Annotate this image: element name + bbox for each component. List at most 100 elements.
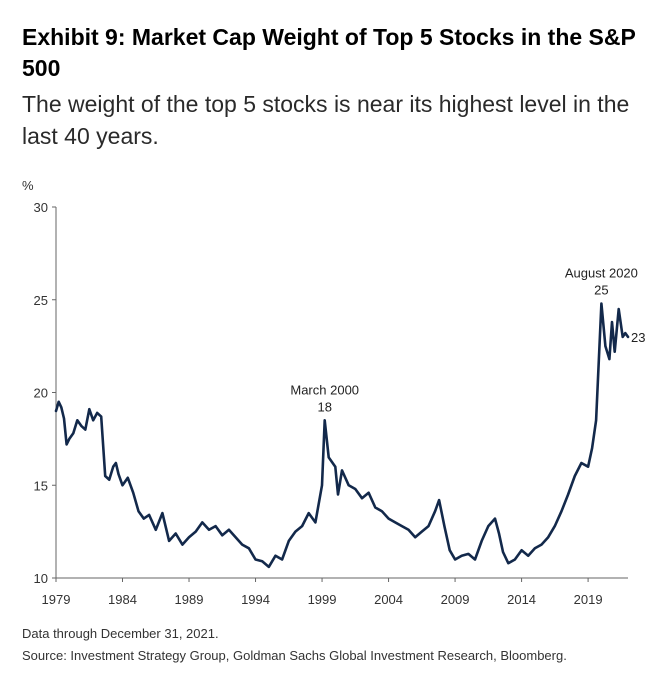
- data-point: [608, 358, 611, 361]
- data-point: [595, 419, 597, 422]
- data-point: [387, 517, 390, 520]
- data-point: [88, 408, 91, 411]
- data-point: [341, 469, 343, 472]
- data-point: [514, 558, 516, 561]
- data-point: [407, 528, 410, 531]
- data-point: [498, 532, 500, 535]
- data-point: [420, 530, 423, 533]
- data-point: [347, 484, 350, 487]
- annotation-label: August 2020: [565, 265, 638, 280]
- x-axis-ticks: 1979 1984 1989 1994 1999 2004 2009 2014 2019: [42, 578, 603, 607]
- x-tick-label: 1984: [108, 592, 137, 607]
- series-line: [54, 302, 630, 569]
- data-point: [72, 432, 75, 435]
- data-point: [474, 558, 476, 561]
- data-point: [438, 499, 441, 501]
- x-tick-label: 1979: [42, 592, 71, 607]
- data-point: [104, 475, 107, 477]
- chart-annotations: March 2000 18 August 2020 25 23: [290, 265, 645, 414]
- data-point: [580, 462, 583, 464]
- data-point: [613, 350, 616, 353]
- data-point: [591, 447, 593, 450]
- data-point: [281, 558, 284, 561]
- chart-title: Exhibit 9: Market Cap Weight of Top 5 St…: [22, 24, 636, 81]
- data-point: [108, 478, 111, 481]
- data-point: [121, 484, 124, 487]
- annotation-label: March 2000: [290, 382, 359, 397]
- data-point: [400, 525, 403, 527]
- y-axis-ticks: 10 15 20 25 30: [34, 200, 56, 586]
- y-tick-label: 25: [34, 293, 48, 308]
- data-point: [487, 525, 490, 527]
- data-point: [604, 345, 607, 348]
- data-point: [137, 510, 140, 513]
- data-point: [327, 456, 330, 459]
- data-point: [314, 521, 317, 524]
- annotation-value: 23: [631, 330, 645, 345]
- data-point: [188, 536, 190, 539]
- data-point: [76, 419, 79, 422]
- data-point: [208, 528, 210, 531]
- source-note: Source: Investment Strategy Group, Goldm…: [22, 648, 567, 663]
- y-axis-label: %: [22, 178, 34, 193]
- data-point: [553, 525, 556, 527]
- data-point: [168, 540, 170, 542]
- data-point: [274, 554, 277, 557]
- data-point: [287, 540, 290, 542]
- y-tick-label: 30: [34, 200, 48, 215]
- data-point: [567, 493, 570, 496]
- data-point: [467, 552, 470, 555]
- data-point: [92, 419, 95, 422]
- data-point: [374, 506, 377, 509]
- data-point: [334, 465, 337, 468]
- data-point: [80, 424, 83, 427]
- data-point: [321, 484, 323, 487]
- data-point: [267, 565, 270, 568]
- data-point: [174, 532, 177, 535]
- data-point: [114, 462, 117, 464]
- data-point: [434, 510, 437, 513]
- data-note: Data through December 31, 2021.: [22, 626, 219, 641]
- x-tick-label: 2009: [441, 592, 470, 607]
- annotation-value: 18: [317, 399, 331, 414]
- data-point: [460, 554, 463, 557]
- data-point: [573, 475, 576, 477]
- data-point: [68, 437, 71, 440]
- data-point: [454, 558, 456, 561]
- data-point: [65, 443, 68, 446]
- data-point: [301, 525, 303, 527]
- data-point: [381, 510, 383, 513]
- data-point: [427, 525, 430, 527]
- data-point: [126, 476, 129, 479]
- data-point: [307, 512, 310, 514]
- x-tick-label: 1989: [175, 592, 204, 607]
- data-point: [414, 536, 417, 539]
- data-point: [132, 491, 135, 494]
- data-point: [507, 562, 510, 565]
- y-tick-label: 20: [34, 386, 48, 401]
- data-point: [261, 560, 264, 563]
- data-point: [221, 534, 224, 537]
- data-point: [60, 406, 63, 409]
- data-point: [100, 415, 103, 418]
- data-point: [600, 302, 603, 305]
- data-point: [117, 473, 120, 476]
- data-point: [443, 525, 446, 527]
- line-chart: % 10 15 20 25 30 1979 1984 1989 1994 1999 2004 200…: [22, 178, 645, 607]
- data-point: [323, 419, 326, 422]
- data-point: [214, 525, 217, 527]
- x-tick-label: 2004: [374, 592, 403, 607]
- data-point: [201, 521, 204, 524]
- data-point: [361, 497, 363, 500]
- data-point: [194, 530, 197, 533]
- data-point: [540, 543, 543, 546]
- data-point: [367, 491, 370, 494]
- data-point: [624, 332, 627, 335]
- data-point: [241, 543, 244, 546]
- data-point: [448, 549, 451, 552]
- data-point: [112, 465, 115, 468]
- data-point: [337, 493, 339, 496]
- chart-subtitle: The weight of the top 5 stocks is near i…: [22, 91, 630, 149]
- y-tick-label: 10: [34, 571, 48, 586]
- data-point: [627, 335, 629, 338]
